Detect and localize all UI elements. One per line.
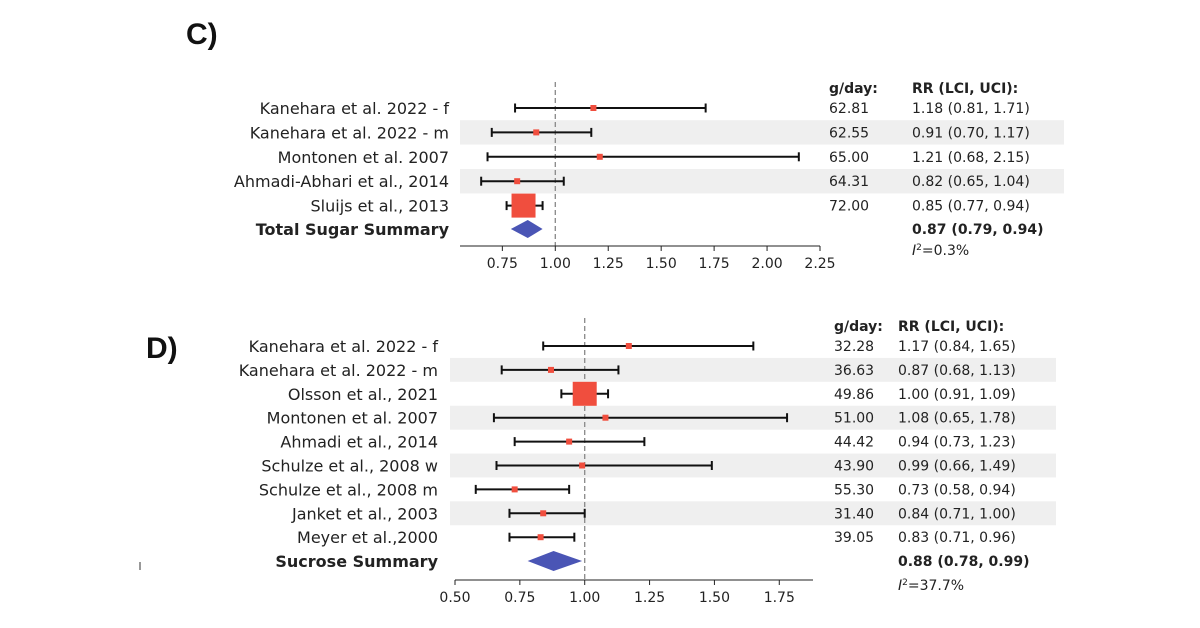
dose-value: 65.00 bbox=[829, 150, 869, 166]
x-tick-label: 0.75 bbox=[504, 590, 535, 606]
forest-panel-d: D) g/day: RR (LCI, UCI): Kanehara et al. 20… bbox=[146, 318, 1056, 606]
dose-value: 64.31 bbox=[829, 174, 869, 190]
study-label: Meyer et al.,2000 bbox=[297, 528, 438, 547]
point-estimate bbox=[602, 414, 609, 421]
x-tick-label: 1.25 bbox=[634, 590, 665, 606]
row-shade bbox=[450, 357, 1056, 382]
study-label: Schulze et al., 2008 w bbox=[261, 457, 438, 476]
dose-value: 43.90 bbox=[834, 459, 874, 475]
point-estimate bbox=[533, 129, 540, 136]
dose-column-header: g/day: bbox=[834, 319, 883, 335]
x-tick-label: 1.00 bbox=[569, 590, 600, 606]
dose-value: 32.28 bbox=[834, 339, 874, 355]
x-tick-label: 1.00 bbox=[540, 256, 571, 272]
x-tick-label: 1.25 bbox=[593, 256, 624, 272]
dose-value: 62.55 bbox=[829, 125, 869, 141]
study-label: Montonen et al. 2007 bbox=[278, 148, 449, 167]
point-estimate bbox=[514, 178, 521, 185]
rr-value: 1.21 (0.68, 2.15) bbox=[912, 150, 1030, 166]
study-label: Kanehara et al. 2022 - m bbox=[239, 361, 438, 380]
dose-value: 39.05 bbox=[834, 530, 874, 546]
rr-value: 0.83 (0.71, 0.96) bbox=[898, 530, 1016, 546]
study-label: Schulze et al., 2008 m bbox=[259, 480, 438, 499]
rr-value: 1.18 (0.81, 1.71) bbox=[912, 101, 1030, 117]
dose-value: 31.40 bbox=[834, 506, 874, 522]
study-label: Kanehara et al. 2022 - f bbox=[249, 337, 439, 356]
rr-value: 0.73 (0.58, 0.94) bbox=[898, 482, 1016, 498]
point-estimate bbox=[596, 153, 603, 160]
rr-value: 0.94 (0.73, 1.23) bbox=[898, 435, 1016, 451]
point-estimate bbox=[547, 366, 554, 373]
rr-value: 0.87 (0.68, 1.13) bbox=[898, 363, 1016, 379]
x-tick-label: 1.75 bbox=[764, 590, 795, 606]
point-estimate bbox=[590, 105, 597, 111]
summary-rr-value: 0.88 (0.78, 0.99) bbox=[898, 554, 1030, 570]
point-estimate bbox=[566, 438, 573, 445]
x-tick-label: 2.25 bbox=[804, 256, 835, 272]
dose-value: 62.81 bbox=[829, 101, 869, 117]
point-estimate bbox=[579, 462, 586, 469]
forest-panel-c: C) g/day: RR (LCI, UCI): Kanehara et al. 20… bbox=[186, 18, 1064, 272]
dose-value: 36.63 bbox=[834, 363, 874, 379]
rr-value: 1.17 (0.84, 1.65) bbox=[898, 339, 1016, 355]
row-shade bbox=[450, 501, 1056, 526]
x-tick-label: 0.75 bbox=[487, 256, 518, 272]
summary-label: Sucrose Summary bbox=[275, 552, 438, 571]
dose-value: 44.42 bbox=[834, 435, 874, 451]
dose-value: 49.86 bbox=[834, 387, 874, 403]
point-estimate bbox=[511, 486, 518, 493]
point-estimate bbox=[537, 534, 544, 541]
study-label: Janket et al., 2003 bbox=[291, 504, 438, 523]
study-label: Kanehara et al. 2022 - m bbox=[250, 123, 449, 142]
point-estimate bbox=[625, 343, 632, 349]
study-label: Sluijs et al., 2013 bbox=[311, 197, 449, 216]
rr-value: 0.84 (0.71, 1.00) bbox=[898, 506, 1016, 522]
panel-label: C) bbox=[186, 18, 218, 51]
heterogeneity-i2: I2=37.7% bbox=[898, 578, 964, 594]
x-tick-label: 0.50 bbox=[439, 590, 470, 606]
summary-diamond bbox=[527, 551, 583, 571]
dose-value: 51.00 bbox=[834, 411, 874, 427]
rr-column-header: RR (LCI, UCI): bbox=[912, 81, 1018, 97]
point-estimate bbox=[572, 381, 597, 406]
summary-label: Total Sugar Summary bbox=[256, 220, 450, 239]
study-label: Montonen et al. 2007 bbox=[267, 409, 438, 428]
rr-value: 1.00 (0.91, 1.09) bbox=[898, 387, 1016, 403]
study-label: Ahmadi-Abhari et al., 2014 bbox=[234, 172, 449, 191]
rr-value: 0.99 (0.66, 1.49) bbox=[898, 459, 1016, 475]
x-tick-label: 2.00 bbox=[751, 256, 782, 272]
x-tick-label: 1.75 bbox=[699, 256, 730, 272]
dose-value: 55.30 bbox=[834, 482, 874, 498]
point-estimate bbox=[511, 193, 536, 218]
heterogeneity-i2: I2=0.3% bbox=[912, 243, 969, 259]
row-shade bbox=[450, 453, 1056, 478]
x-tick-label: 1.50 bbox=[646, 256, 677, 272]
study-label: Kanehara et al. 2022 - f bbox=[260, 99, 450, 118]
study-label: Olsson et al., 2021 bbox=[288, 385, 438, 404]
rr-value: 0.91 (0.70, 1.17) bbox=[912, 125, 1030, 141]
study-label: Ahmadi et al., 2014 bbox=[280, 433, 438, 452]
rr-column-header: RR (LCI, UCI): bbox=[898, 319, 1004, 335]
rr-value: 1.08 (0.65, 1.78) bbox=[898, 411, 1016, 427]
summary-diamond bbox=[510, 220, 543, 238]
dose-column-header: g/day: bbox=[829, 81, 878, 97]
rr-value: 0.82 (0.65, 1.04) bbox=[912, 174, 1030, 190]
panel-label: D) bbox=[146, 332, 178, 365]
rr-value: 0.85 (0.77, 0.94) bbox=[912, 199, 1030, 215]
summary-rr-value: 0.87 (0.79, 0.94) bbox=[912, 222, 1044, 238]
x-tick-label: 1.50 bbox=[699, 590, 730, 606]
dose-value: 72.00 bbox=[829, 199, 869, 215]
point-estimate bbox=[540, 510, 547, 517]
